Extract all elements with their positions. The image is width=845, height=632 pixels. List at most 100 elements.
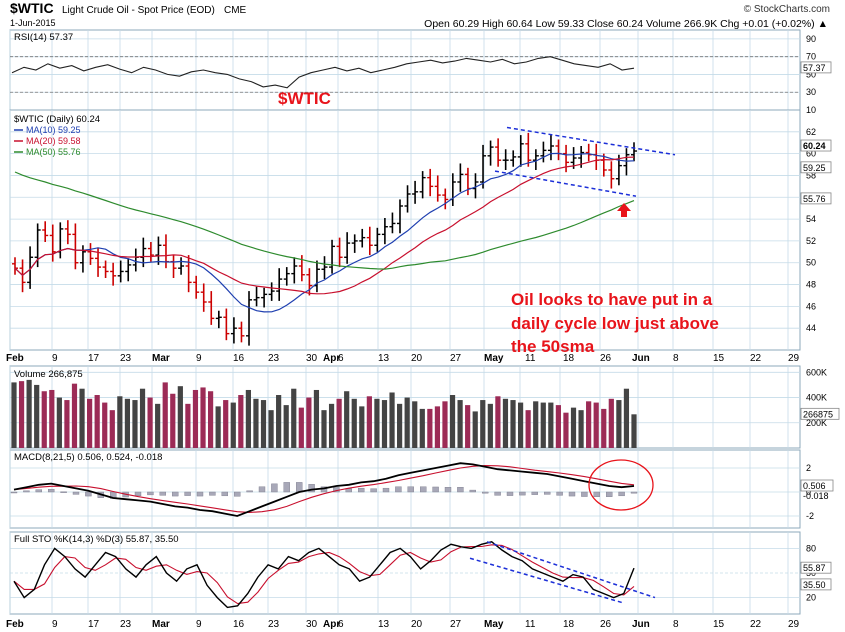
volume-bar xyxy=(253,398,259,448)
annotation-title: $WTIC xyxy=(278,89,331,108)
volume-bar xyxy=(102,402,108,448)
volume-bar xyxy=(41,391,47,448)
volume-bar xyxy=(457,400,463,448)
price-bar xyxy=(547,135,554,161)
date-tick-label: 22 xyxy=(750,619,762,630)
price-bar xyxy=(540,141,547,163)
volume-bar xyxy=(336,398,342,448)
rsi-tick-label: 10 xyxy=(806,105,816,115)
sto-tick-label: 20 xyxy=(806,593,816,603)
price-bar xyxy=(125,258,132,282)
macd-hist-label: -0.018 xyxy=(803,491,829,501)
macd-histogram-bar xyxy=(85,491,92,497)
price-bar xyxy=(276,268,283,301)
volume-bar xyxy=(64,400,70,448)
date-tick-label: Jun xyxy=(632,353,650,364)
volume-bar xyxy=(555,405,561,448)
volume-bar xyxy=(215,406,221,448)
price-bar xyxy=(102,260,109,278)
price-bar xyxy=(374,227,381,252)
volume-bar xyxy=(434,406,441,448)
volume-tick-label: 600K xyxy=(806,367,827,377)
macd-histogram-bar xyxy=(531,491,538,495)
sto-tick-label: 80 xyxy=(806,543,816,553)
sto-k-box xyxy=(800,561,832,574)
price-bar xyxy=(185,255,192,293)
macd-line xyxy=(13,462,635,517)
price-bar xyxy=(344,232,351,264)
price-tick-label: 52 xyxy=(806,236,816,246)
price-bar xyxy=(517,135,524,167)
price-bar xyxy=(472,173,479,199)
price-bar xyxy=(396,199,403,234)
volume-bar xyxy=(359,406,365,448)
macd-histogram-bar xyxy=(35,489,42,493)
volume-bar xyxy=(230,402,236,448)
rsi-label: RSI(14) 57.37 xyxy=(14,32,73,43)
macd-histogram-bar xyxy=(556,491,563,496)
price-tick-label: 48 xyxy=(806,280,816,290)
volume-bar xyxy=(344,391,350,448)
date-tick-label: Feb xyxy=(6,353,24,364)
price-bar xyxy=(64,220,71,245)
price-bar xyxy=(502,149,509,170)
price-bar xyxy=(510,150,517,167)
price-bar xyxy=(223,308,230,341)
price-right-box xyxy=(800,161,832,174)
volume-bar xyxy=(427,408,433,448)
volume-bar xyxy=(442,401,448,448)
volume-bar xyxy=(162,382,168,448)
date-tick-label: 9 xyxy=(196,353,202,364)
date-tick-label: 30 xyxy=(306,353,318,364)
sto-upper-trendline xyxy=(486,541,656,599)
volume-bar xyxy=(533,401,539,448)
date-tick-label: 18 xyxy=(563,619,575,630)
price-tick-label: 54 xyxy=(806,214,816,224)
macd-last-label: 0.506 xyxy=(803,481,826,491)
price-tick-label: 44 xyxy=(806,323,816,333)
macd-histogram-bar xyxy=(246,490,253,493)
price-tick-label: 46 xyxy=(806,301,816,311)
volume-bar xyxy=(328,403,335,448)
volume-bar xyxy=(525,410,531,448)
price-bar xyxy=(306,268,313,296)
volume-bar xyxy=(472,411,478,448)
price-bar xyxy=(147,242,154,262)
macd-histogram-bar xyxy=(72,491,80,495)
volume-bar xyxy=(117,396,123,448)
macd-histogram-bar xyxy=(283,482,290,493)
chart-date: 1-Jun-2015 xyxy=(10,18,56,28)
volume-bar xyxy=(570,407,577,448)
rsi-tick-label: 50 xyxy=(806,69,816,79)
price-bar xyxy=(608,161,615,189)
legend-entry: MA(50) 55.76 xyxy=(26,147,81,157)
macd-histogram-bar xyxy=(544,491,551,495)
price-bar xyxy=(200,283,207,312)
volume-bar xyxy=(397,403,403,448)
volume-bar xyxy=(306,397,312,448)
volume-bar xyxy=(487,403,493,448)
macd-tick-label: 0 xyxy=(806,487,811,497)
date-tick-label: 20 xyxy=(411,353,423,364)
date-tick-label: 26 xyxy=(600,353,612,364)
price-tick-label: 58 xyxy=(806,170,816,180)
price-bar xyxy=(27,246,34,289)
volume-bar xyxy=(192,389,199,448)
macd-histogram-bar xyxy=(308,484,315,493)
volume-bar xyxy=(480,400,486,448)
macd-histogram-bar xyxy=(407,486,414,493)
price-right-box xyxy=(800,192,832,205)
price-bar xyxy=(321,256,328,280)
volume-bar xyxy=(291,388,297,448)
price-bar xyxy=(329,239,336,274)
price-bar xyxy=(434,175,441,202)
price-panel: 44464850525456586062$WTIC (Daily) 60.24M… xyxy=(9,109,832,351)
volume-bar xyxy=(563,412,569,448)
macd-histogram-bar xyxy=(432,486,439,493)
price-bar xyxy=(389,212,396,234)
macd-histogram-bar xyxy=(494,491,501,496)
volume-bar xyxy=(517,402,524,448)
volume-bar xyxy=(132,400,138,448)
rsi-line xyxy=(11,56,635,89)
